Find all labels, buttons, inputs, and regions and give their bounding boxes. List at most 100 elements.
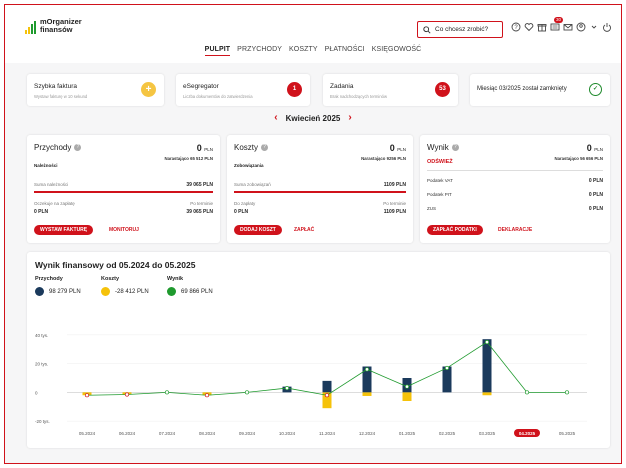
bar-przychody: [362, 366, 372, 393]
bar-przychody: [442, 366, 452, 393]
quick-card-esegregator[interactable]: eSegregator Liczba dokumentów do zatwier…: [176, 74, 310, 106]
notifications-icon[interactable]: 30: [550, 17, 564, 32]
point-wynik: [484, 340, 490, 345]
logo-text: mOrganizer finansów: [40, 18, 82, 34]
zaplac-podatki-button[interactable]: ZAPŁAĆ PODATKI: [427, 225, 483, 235]
narastajaco-value: 65 512 PLN: [190, 156, 213, 161]
narastajaco-label: Narastająco: [554, 156, 579, 161]
legend-wynik[interactable]: Wynik 69 866 PLN: [167, 276, 233, 296]
point-wynik: [364, 367, 370, 372]
chevron-down-icon[interactable]: [589, 22, 599, 32]
point-wynik: [444, 365, 450, 370]
mail-icon[interactable]: [563, 22, 573, 32]
koszty-amount-value: 0: [389, 143, 395, 153]
zus-label: ZUS: [427, 206, 436, 211]
info-icon[interactable]: ?: [451, 144, 459, 151]
finance-title: Wynik finansowy od 05.2024 do 05.2025: [35, 260, 196, 270]
y-tick-label: -20 tys.: [35, 419, 50, 424]
y-tick-label: 40 tys.: [35, 333, 48, 338]
x-tick-label: 05.2024: [79, 431, 96, 436]
oczekuje-label: Oczekuje na zapłatę: [34, 201, 75, 206]
wynik-card: Wynik? 0 PLN Narastająco 56 656 PLN ODŚW…: [420, 135, 610, 243]
wynik-amount-value: 0: [586, 143, 592, 153]
help-icon[interactable]: ?: [511, 22, 521, 32]
search-box[interactable]: Co chcesz zrobić?: [417, 21, 503, 38]
quick-card-subtitle: Brak nadchodzących terminów: [330, 94, 388, 99]
progress-bar: [234, 191, 406, 193]
quick-card-month-closed[interactable]: Miesiąc 03/2025 został zamknięty ✓: [470, 74, 610, 106]
quick-card-zadania[interactable]: Zadania Brak nadchodzących terminów 53: [323, 74, 458, 106]
bar-koszty: [322, 392, 332, 409]
wynik-title: Wynik?: [427, 143, 459, 152]
progress-bar: [34, 191, 213, 193]
bar-koszty: [362, 392, 372, 396]
count-badge: 1: [287, 82, 302, 97]
po-terminie-value: 1109 PLN: [383, 209, 406, 215]
x-tick-label: 05.2025: [559, 431, 576, 436]
po-terminie-value: 39 065 PLN: [186, 209, 213, 215]
quick-card-title: Szybka faktura: [34, 83, 77, 90]
currency-label: PLN: [594, 147, 603, 152]
notification-badge: 30: [554, 17, 564, 23]
vat-label: Podatek VAT: [427, 178, 453, 183]
koszty-title-text: Koszty: [234, 143, 259, 152]
logo[interactable]: mOrganizer finansów: [25, 18, 82, 34]
legend-koszty[interactable]: Koszty -28 412 PLN: [101, 276, 167, 296]
x-tick-label: 02.2025: [439, 431, 456, 436]
legend-swatch: [35, 287, 44, 296]
nav-item-pulpit[interactable]: PULPIT: [204, 46, 231, 56]
dodaj-koszt-button[interactable]: DODAJ KOSZT: [234, 225, 282, 235]
deklaracje-link[interactable]: DEKLARACJE: [498, 227, 533, 233]
section-label: Zobowiązania: [234, 163, 264, 168]
nav-item-księgowość[interactable]: KSIĘGOWOŚĆ: [371, 46, 422, 53]
y-tick-label: 20 tys.: [35, 362, 48, 367]
section-label: Należności: [34, 163, 58, 168]
vat-value: 0 PLN: [588, 178, 603, 184]
nav-item-płatności[interactable]: PŁATNOŚCI: [324, 46, 365, 53]
pit-label: Podatek PIT: [427, 192, 452, 197]
divider: [427, 170, 603, 171]
user-icon[interactable]: [576, 22, 586, 32]
przychody-title-text: Przychody: [34, 143, 72, 152]
currency-label: PLN: [397, 147, 406, 152]
przychody-narastajaco: Narastająco 65 512 PLN: [164, 156, 213, 161]
power-icon[interactable]: [602, 22, 612, 32]
gift-icon[interactable]: [537, 22, 547, 32]
zaplac-link[interactable]: ZAPŁAĆ: [294, 227, 315, 233]
nav-item-przychody[interactable]: PRZYCHODY: [237, 46, 283, 53]
point-wynik: [564, 390, 570, 395]
month-label: Kwiecień 2025: [285, 113, 341, 123]
quick-card-subtitle: Liczba dokumentów do zatwierdzenia: [183, 94, 253, 99]
quick-card-title: eSegregator: [183, 83, 219, 90]
info-icon[interactable]: ?: [261, 144, 269, 151]
add-icon[interactable]: +: [141, 82, 156, 97]
check-icon: ✓: [589, 83, 602, 96]
logo-line2: finansów: [40, 25, 73, 34]
currency-label: PLN: [204, 147, 213, 152]
wystaw-fakture-button[interactable]: WYSTAW FAKTURĘ: [34, 225, 94, 235]
koszty-title: Koszty?: [234, 143, 269, 152]
bar-koszty: [402, 392, 412, 401]
suma-value: 39 065 PLN: [186, 182, 213, 188]
suma-label: Suma zobowiązań: [234, 182, 271, 187]
info-icon[interactable]: ?: [74, 144, 82, 151]
logo-line1: mOrganizer: [40, 17, 82, 26]
odswiez-link[interactable]: ODŚWIEŻ: [427, 159, 453, 165]
przychody-amount: 0 PLN: [197, 143, 213, 153]
quick-card-szybka-faktura[interactable]: Szybka faktura Wystaw fakturę w 10 sekun…: [27, 74, 164, 106]
bar-przychody: [482, 339, 492, 393]
heart-icon[interactable]: [524, 22, 534, 32]
prev-month-arrow-icon[interactable]: ‹: [274, 112, 278, 123]
search-icon: [423, 25, 431, 34]
narastajaco-value: 9256 PLN: [386, 156, 406, 161]
po-terminie-label: Po terminie: [383, 201, 406, 206]
nav-item-koszty[interactable]: KOSZTY: [289, 46, 318, 53]
chart-legend: Przychody 98 279 PLN Koszty -28 412 PLN …: [35, 276, 233, 296]
next-month-arrow-icon[interactable]: ›: [348, 112, 352, 123]
point-wynik: [524, 390, 530, 395]
x-tick-highlight: [514, 429, 540, 437]
top-bar: mOrganizer finansów Co chcesz zrobić? ? …: [5, 5, 621, 63]
finance-chart: 40 tys. 20 tys. 0 -20 tys. 05.2024 06.2024 07.…: [35, 333, 587, 437]
monitoruj-link[interactable]: MONITORUJ: [109, 227, 139, 233]
legend-przychody[interactable]: Przychody 98 279 PLN: [35, 276, 101, 296]
